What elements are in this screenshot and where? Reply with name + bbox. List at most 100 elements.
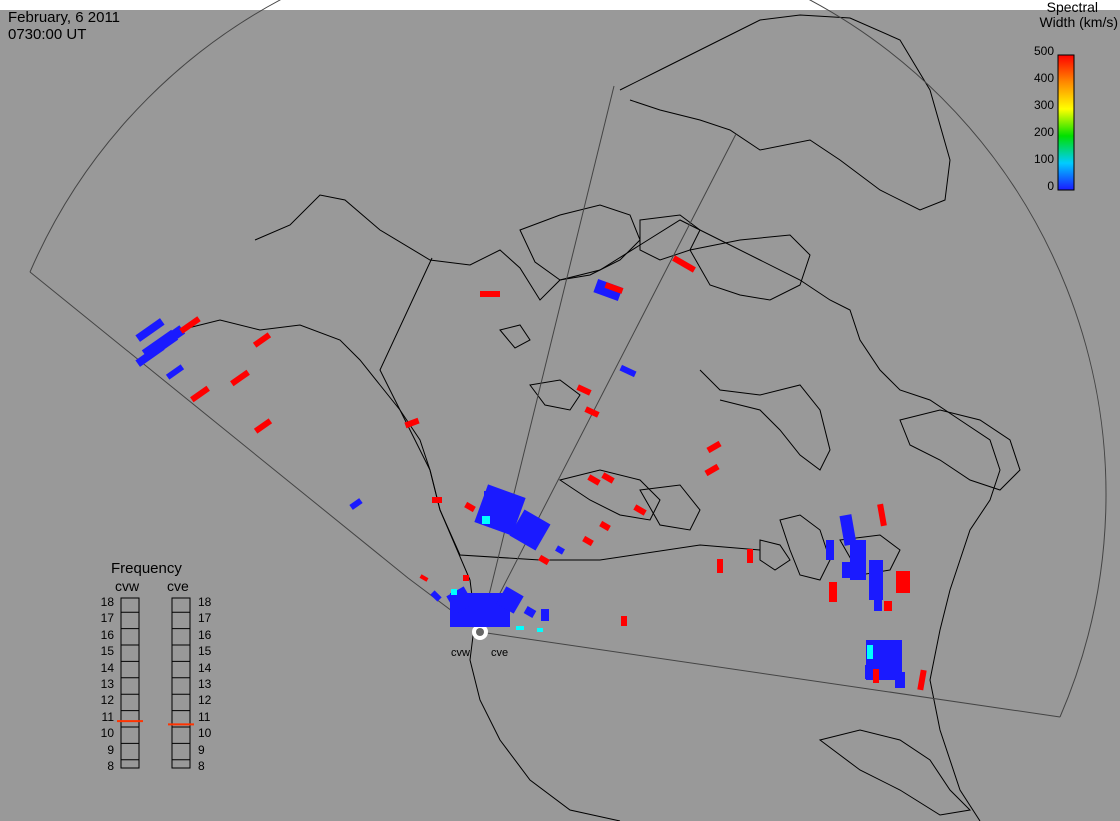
scatter-echo: [633, 504, 647, 516]
scatter-echo: [896, 571, 910, 593]
scatter-echo: [584, 406, 600, 418]
scatter-echo: [621, 616, 627, 626]
scatter-echo: [706, 440, 722, 454]
scatter-echo: [430, 590, 442, 602]
colorbar-tick-300: 300: [1033, 98, 1054, 112]
frequency-level-left: 18: [100, 595, 114, 609]
scatter-echo: [865, 665, 871, 679]
frequency-level-right: 14: [198, 660, 212, 675]
frequency-title: Frequency: [111, 560, 182, 577]
top-strip: [0, 0, 1120, 10]
radar-label-cve: cve: [491, 647, 509, 659]
scatter-echo: [747, 549, 753, 563]
scatter-echo: [464, 501, 476, 513]
colorbar-tick-200: 200: [1033, 125, 1054, 139]
scatter-echo: [451, 589, 457, 595]
scatter-echo: [537, 628, 543, 632]
scatter-echo: [509, 509, 551, 551]
frequency-level-left: 15: [100, 644, 114, 659]
scatter-echo: [404, 417, 420, 429]
frequency-level-right: 13: [198, 677, 212, 691]
frequency-level-left: 16: [100, 627, 114, 642]
scatter-echo: [582, 535, 594, 547]
date-label: February, 6 2011: [8, 9, 121, 26]
frequency-level-left: 8: [107, 759, 114, 773]
frequency-level-right: 17: [198, 611, 212, 626]
scatter-echo: [672, 255, 696, 273]
scatter-echo: [619, 364, 637, 378]
scatter-echo: [826, 540, 834, 560]
scatter-echo: [516, 626, 524, 630]
scatter-echo: [842, 562, 850, 578]
coastlines: [179, 14, 1021, 821]
frequency-level-left: 9: [107, 742, 114, 757]
scatter-echo: [869, 560, 883, 600]
scatter-echo: [704, 463, 720, 477]
colorbar-title-line1: Spectral: [1046, 0, 1098, 15]
scatter-echo: [601, 472, 615, 484]
scatter-echo: [523, 606, 537, 618]
frequency-level-right: 18: [198, 595, 212, 609]
colorbar-tick-500: 500: [1033, 44, 1054, 58]
fov-outline: [29, 0, 1107, 718]
scatter-echo: [884, 601, 892, 611]
scatter-echo: [867, 645, 873, 659]
colorbar-tick-100: 100: [1033, 152, 1054, 166]
scatter-echo: [604, 282, 624, 294]
frequency-level-right: 8: [198, 759, 205, 773]
frequency-level-left: 13: [100, 677, 114, 691]
scatter-echo: [873, 669, 879, 683]
scatter-echo: [874, 597, 882, 611]
scatter-echo: [593, 278, 623, 302]
scatter-echo: [839, 514, 857, 546]
scatter-echo: [917, 669, 927, 691]
scatter-echo: [432, 497, 442, 503]
frequency-level-left: 11: [101, 709, 114, 724]
scatter-echo: [576, 384, 592, 396]
frequency-level-right: 9: [198, 742, 205, 757]
scatter-echo: [541, 609, 549, 621]
scatter-echo: [599, 520, 611, 532]
scatter-echo: [179, 316, 201, 334]
scatter-echo: [419, 574, 429, 582]
frequency-level-left: 10: [100, 726, 114, 741]
frequency-level-right: 12: [198, 693, 212, 708]
scatter-echo: [877, 503, 887, 527]
frequency-level-right: 15: [198, 644, 212, 659]
scatter-echo: [165, 364, 185, 380]
scatter-echo: [829, 582, 837, 602]
scatter-echo: [135, 343, 165, 367]
colorbar-tick-0: 0: [1047, 179, 1054, 193]
scatter-echo: [587, 474, 601, 486]
frequency-level-right: 11: [198, 709, 211, 724]
scatter-echo: [135, 318, 165, 342]
frequency-level-right: 10: [198, 726, 212, 741]
scatter-echo: [895, 672, 905, 688]
scatter-echo: [538, 554, 550, 566]
scatter-echo: [496, 586, 524, 614]
scatter-echo: [482, 516, 490, 524]
frequency-level-left: 14: [100, 660, 114, 675]
scatter-echoes: [135, 255, 927, 691]
scatter-echo: [463, 575, 469, 581]
scatter-echo: [190, 385, 210, 403]
frequency-level-right: 16: [198, 627, 212, 642]
radar-site: [472, 624, 488, 640]
colorbar-title-line2: Width (km/s): [1039, 14, 1118, 30]
frequency-boxes: [117, 597, 194, 769]
scatter-echo: [252, 332, 272, 348]
scatter-echo: [717, 559, 723, 573]
scatter-echo: [253, 418, 273, 434]
colorbar-tick-400: 400: [1033, 71, 1054, 85]
scatter-echo: [850, 540, 866, 580]
scatter-echo: [230, 369, 250, 387]
scatter-echo: [484, 491, 496, 499]
colorbar: [1057, 54, 1075, 191]
frequency-col-cve: cve: [167, 578, 189, 594]
scatter-echo: [480, 291, 500, 297]
frequency-level-left: 17: [100, 611, 114, 626]
scatter-echo: [154, 325, 186, 351]
boundaries: [379, 257, 761, 561]
time-label: 0730:00 UT: [8, 26, 87, 43]
